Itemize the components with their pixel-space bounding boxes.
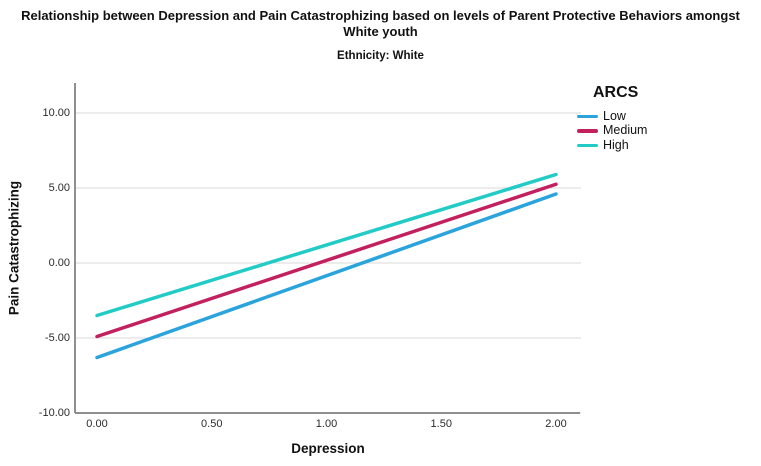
legend-swatch xyxy=(577,129,598,133)
x-tick-label: 2.00 xyxy=(545,418,567,430)
x-tick-label: 1.50 xyxy=(430,418,452,430)
y-tick-label: 10.00 xyxy=(42,106,70,119)
y-axis-title: Pain Catastrophizing xyxy=(6,180,22,316)
x-axis-title: Depression xyxy=(291,441,365,456)
legend: ARCS Low Medium High xyxy=(577,84,647,153)
y-tick-label: -5.00 xyxy=(44,331,70,344)
chart-subtitle: Ethnicity: White xyxy=(337,50,424,62)
legend-item-low: Low xyxy=(577,109,647,124)
y-tick-label: 5.00 xyxy=(48,181,70,194)
legend-item-label: High xyxy=(603,137,629,152)
legend-swatch xyxy=(577,143,598,147)
series-line-medium xyxy=(95,182,558,339)
legend-items: Low Medium High xyxy=(577,109,647,153)
legend-item-label: Medium xyxy=(603,123,648,138)
x-tick-label: 1.00 xyxy=(315,418,338,430)
series-line-high xyxy=(95,172,558,318)
legend-item-label: Low xyxy=(603,108,626,123)
series-line-low xyxy=(95,192,558,360)
chart-title: Relationship between Depression and Pain… xyxy=(21,8,740,39)
legend-title: ARCS xyxy=(593,84,639,101)
x-tick-label: 0.00 xyxy=(86,418,108,430)
legend-swatch xyxy=(577,114,598,118)
y-tick-label: -10.00 xyxy=(38,406,70,419)
x-tick-label: 0.50 xyxy=(201,418,223,430)
legend-item-medium: Medium xyxy=(577,124,647,139)
legend-item-high: High xyxy=(577,138,647,153)
y-tick-label: 0.00 xyxy=(48,256,70,269)
